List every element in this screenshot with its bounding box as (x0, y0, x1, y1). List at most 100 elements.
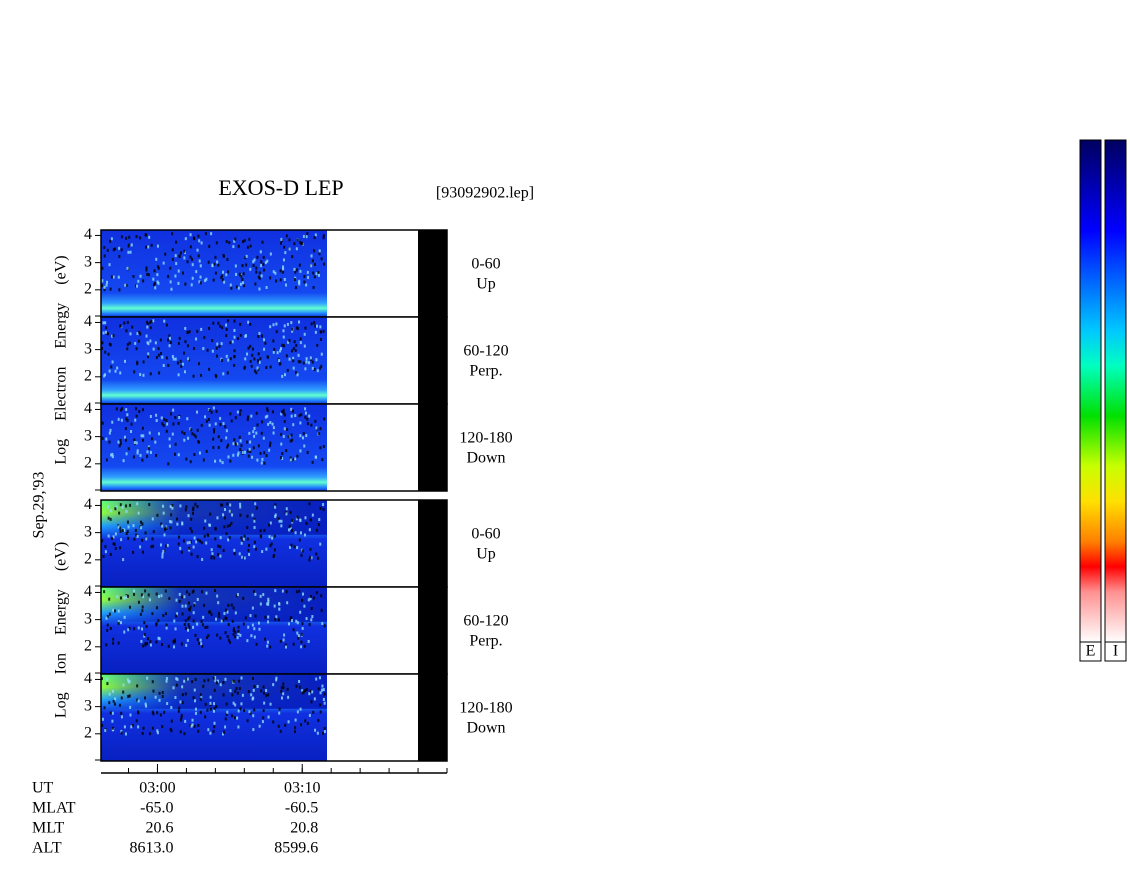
noise (299, 341, 302, 345)
noise (308, 502, 311, 506)
y-axis-label: Log Electron Energy (eV) (53, 255, 70, 464)
noise (255, 506, 258, 510)
noise (318, 249, 321, 253)
noise (108, 597, 111, 601)
noise (142, 644, 145, 648)
noise (315, 528, 318, 532)
noise (136, 684, 139, 688)
noise (123, 596, 126, 600)
noise (320, 330, 323, 334)
noise (106, 280, 109, 284)
noise (312, 596, 315, 600)
noise (215, 409, 218, 413)
noise (298, 685, 301, 689)
noise (289, 439, 292, 443)
noise (184, 326, 187, 330)
noise (314, 419, 317, 423)
noise (236, 442, 239, 446)
noise (119, 439, 122, 443)
noise (298, 282, 301, 286)
noise (232, 701, 235, 705)
noise (297, 360, 300, 364)
noise (125, 283, 128, 287)
noise (298, 279, 301, 283)
noise (114, 546, 117, 550)
noise (225, 327, 228, 331)
noise (245, 334, 248, 338)
noise (128, 341, 131, 345)
noise (149, 339, 152, 343)
noise (238, 679, 241, 683)
noise (200, 241, 203, 245)
noise (293, 267, 296, 271)
noise (226, 610, 229, 614)
noise (282, 434, 285, 438)
row-label: ALT (32, 840, 62, 857)
noise (255, 431, 258, 435)
noise (243, 450, 246, 454)
noise (299, 421, 302, 425)
noise (207, 534, 210, 538)
noise (133, 438, 136, 442)
noise (213, 707, 216, 711)
noise (137, 711, 140, 715)
noise (252, 260, 255, 264)
noise (130, 422, 133, 426)
noise (269, 325, 272, 329)
noise (279, 729, 282, 733)
noise (121, 407, 124, 411)
noise (137, 279, 140, 283)
noise (156, 729, 159, 733)
noise (125, 595, 128, 599)
noise (234, 264, 237, 268)
noise (180, 713, 183, 717)
noise (248, 447, 251, 451)
noise (282, 270, 285, 274)
noise (162, 261, 165, 265)
noise (299, 434, 302, 438)
noise (183, 370, 186, 374)
y-axis-label: Log Ion Energy (eV) (53, 542, 70, 718)
noise (236, 593, 239, 597)
noise (221, 326, 224, 330)
noise (121, 529, 124, 533)
noise (290, 543, 293, 547)
noise (144, 642, 147, 646)
noise (203, 526, 206, 530)
noise (260, 535, 263, 539)
noise (314, 455, 317, 459)
noise (137, 725, 140, 729)
noise (236, 716, 239, 720)
noise (265, 547, 268, 551)
noise (178, 415, 181, 419)
y-tick-label: 3 (84, 427, 92, 444)
color-bar-label: E (1086, 643, 1096, 660)
noise (213, 725, 216, 729)
noise (288, 338, 291, 342)
noise (244, 357, 247, 361)
noise (117, 620, 120, 624)
noise (152, 544, 155, 548)
noise (247, 320, 250, 324)
noise (294, 414, 297, 418)
noise (295, 619, 298, 623)
noise (110, 275, 113, 279)
noise (217, 435, 220, 439)
noise (141, 458, 144, 462)
noise (257, 444, 260, 448)
noise (281, 696, 284, 700)
noise (129, 503, 132, 507)
noise (290, 407, 293, 411)
noise (113, 609, 116, 613)
noise (133, 537, 136, 541)
noise (209, 523, 212, 527)
noise (293, 545, 296, 549)
noise (180, 718, 183, 722)
y-tick-label: 3 (84, 610, 92, 627)
noise (213, 556, 216, 560)
noise (127, 628, 130, 632)
noise (303, 332, 306, 336)
panel-frame (100, 403, 448, 492)
noise (214, 255, 217, 259)
noise (285, 234, 288, 238)
